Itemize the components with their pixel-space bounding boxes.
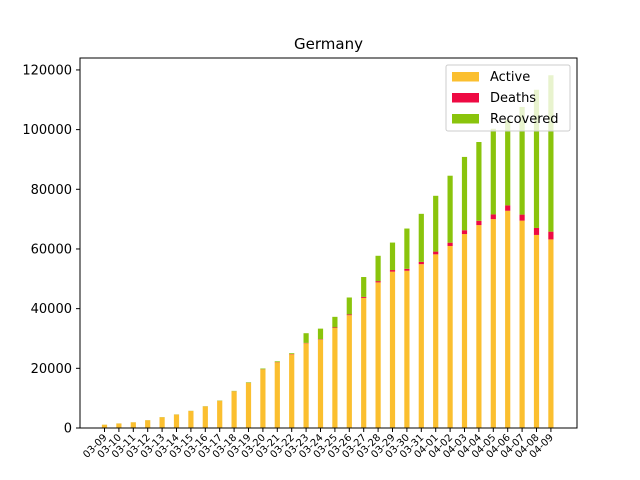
- bar-recovered-03-27: [361, 277, 367, 297]
- bar-deaths-03-27: [361, 296, 367, 298]
- bar-active-03-16: [202, 406, 208, 428]
- bar-recovered-03-25: [332, 316, 338, 328]
- bar-recovered-03-31: [418, 213, 424, 262]
- bar-recovered-04-02: [447, 175, 453, 243]
- y-tick-label: 100000: [22, 123, 72, 138]
- legend-label-active: Active: [490, 70, 530, 85]
- bar-recovered-04-08: [533, 89, 540, 228]
- bar-active-03-29: [389, 271, 396, 428]
- bar-active-04-09: [548, 239, 554, 428]
- bar-deaths-04-08: [533, 227, 540, 235]
- bar-active-03-27: [361, 297, 367, 428]
- bar-deaths-04-03: [461, 230, 468, 235]
- y-tick-label: 40000: [31, 302, 72, 317]
- bar-active-03-20: [260, 369, 266, 428]
- bar-deaths-03-29: [389, 270, 396, 272]
- bar-recovered-03-29: [389, 242, 396, 271]
- bar-active-04-02: [447, 245, 453, 428]
- bar-deaths-04-05: [490, 214, 496, 220]
- bar-active-03-18: [231, 391, 237, 428]
- bar-active-03-22: [289, 354, 295, 428]
- bar-active-03-17: [217, 400, 223, 428]
- bar-deaths-04-01: [433, 251, 439, 255]
- bar-active-03-09: [101, 424, 108, 428]
- bar-deaths-04-04: [476, 220, 482, 226]
- bar-recovered-04-09: [548, 75, 554, 232]
- bar-recovered-04-01: [433, 195, 439, 252]
- chart-title: Germany: [294, 35, 363, 53]
- bar-deaths-04-06: [505, 205, 511, 211]
- bar-active-03-23: [303, 343, 309, 428]
- bar-active-03-13: [159, 417, 165, 428]
- bar-deaths-03-26: [346, 314, 352, 316]
- y-tick-label: 80000: [31, 183, 72, 198]
- bar-recovered-03-20: [260, 368, 266, 370]
- bar-recovered-03-30: [404, 228, 410, 269]
- bar-recovered-04-05: [490, 128, 496, 215]
- bar-recovered-03-19: [245, 382, 252, 383]
- bar-recovered-04-03: [461, 156, 468, 231]
- bar-deaths-04-02: [447, 242, 453, 246]
- bar-active-03-12: [145, 420, 151, 428]
- bar-active-04-05: [490, 219, 496, 428]
- bar-deaths-03-31: [418, 261, 424, 265]
- bar-active-03-10: [116, 423, 122, 428]
- bar-active-03-24: [317, 339, 324, 428]
- bar-recovered-03-28: [375, 255, 381, 282]
- x-axis: 03-0903-1003-1103-1203-1303-1403-1503-16…: [81, 428, 556, 461]
- bar-active-03-19: [245, 382, 252, 428]
- bar-recovered-03-26: [346, 297, 352, 315]
- bar-recovered-03-22: [289, 353, 295, 355]
- y-axis: 0 20000 40000 60000 80000 100000 120000: [22, 63, 80, 437]
- bar-active-04-04: [476, 225, 482, 428]
- bar-active-04-01: [433, 254, 439, 428]
- bar-active-03-31: [418, 264, 424, 428]
- bar-deaths-03-30: [404, 268, 410, 271]
- bar-active-03-21: [274, 362, 280, 428]
- bar-active-03-25: [332, 328, 338, 428]
- bar-recovered-03-21: [274, 361, 280, 363]
- y-tick-label: 120000: [22, 63, 72, 78]
- bar-active-03-15: [188, 410, 194, 428]
- legend-swatch-deaths: [452, 93, 479, 103]
- bar-deaths-03-28: [375, 281, 381, 283]
- bar-deaths-03-25: [332, 327, 338, 329]
- bar-recovered-03-23: [303, 333, 309, 343]
- bar-active-03-30: [404, 270, 410, 428]
- bar-active-03-14: [173, 414, 180, 428]
- bar-active-04-08: [533, 234, 540, 428]
- bar-deaths-04-07: [519, 214, 525, 221]
- bar-active-04-07: [519, 220, 525, 428]
- bar-active-04-06: [505, 210, 511, 428]
- legend-swatch-recovered: [452, 114, 479, 124]
- legend: Active Deaths Recovered: [445, 64, 571, 132]
- y-tick-label: 0: [64, 422, 72, 437]
- y-tick-label: 60000: [31, 242, 72, 257]
- plot-frame: [79, 57, 578, 429]
- bar-active-03-26: [346, 315, 352, 428]
- bar-recovered-03-24: [317, 328, 324, 340]
- bar-recovered-04-04: [476, 142, 482, 221]
- legend-label-recovered: Recovered: [490, 112, 559, 127]
- bar-deaths-04-09: [548, 231, 554, 240]
- bar-recovered-04-07: [519, 106, 525, 215]
- bar-active-03-11: [130, 422, 136, 428]
- y-tick-label: 20000: [31, 362, 72, 377]
- bar-recovered-04-06: [505, 119, 511, 206]
- legend-label-deaths: Deaths: [490, 91, 536, 106]
- bar-active-03-28: [375, 282, 381, 428]
- legend-swatch-active: [452, 72, 479, 82]
- bar-active-04-03: [461, 234, 468, 428]
- bars-group: [101, 75, 554, 428]
